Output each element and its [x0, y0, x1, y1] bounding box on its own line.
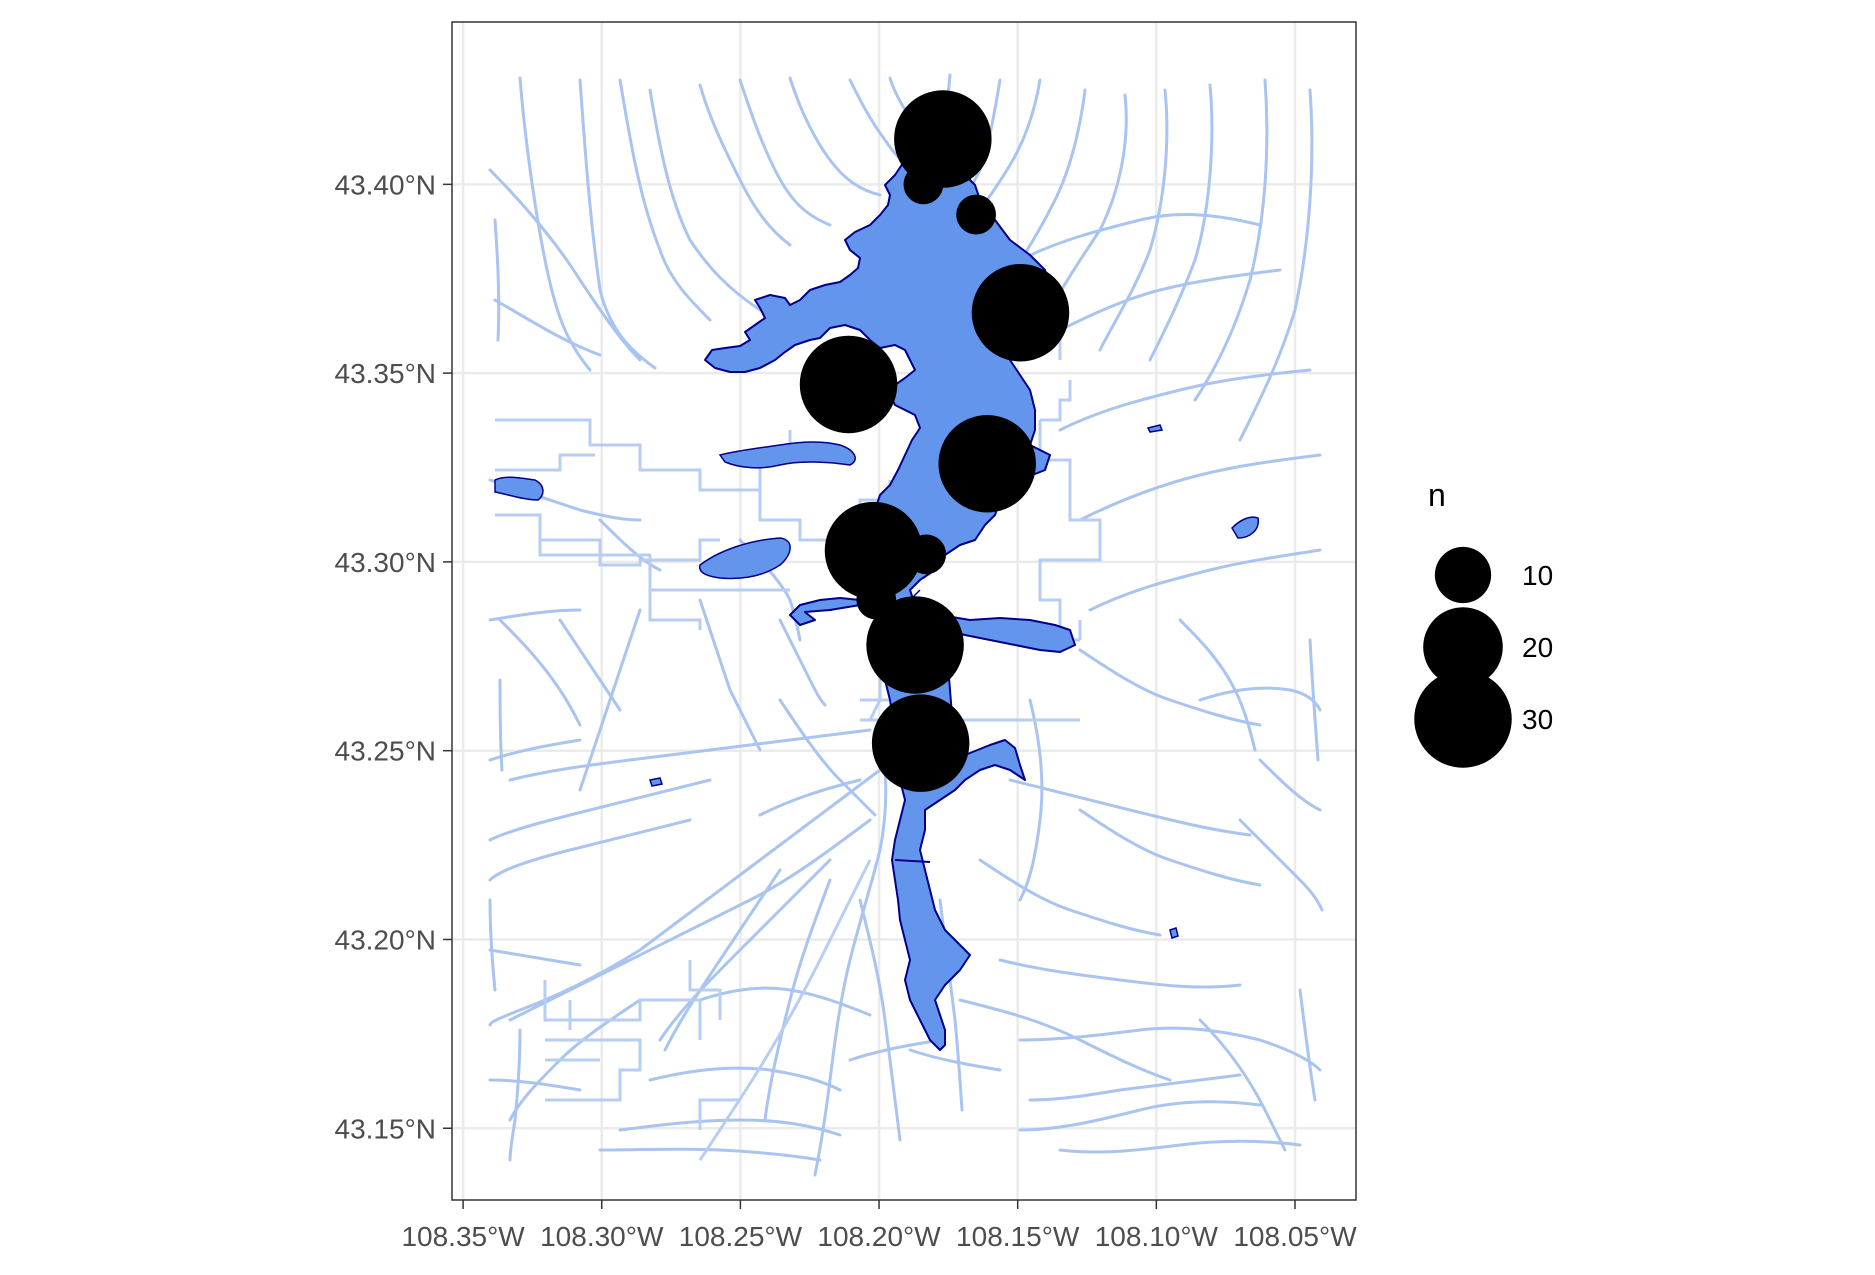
- legend-key-label: 10: [1522, 560, 1553, 591]
- x-tick-label: 108.20°W: [817, 1221, 941, 1252]
- axes: 108.35°W 108.30°W 108.25°W 108.20°W 108.15°W…: [335, 169, 1358, 1252]
- legend-key-circle: [1434, 546, 1492, 604]
- size-legend: n 10 20 30: [1414, 477, 1553, 768]
- x-tick-label: 108.10°W: [1095, 1221, 1219, 1252]
- legend-title: n: [1428, 477, 1446, 513]
- sample-point: [824, 501, 923, 600]
- sample-points: [799, 90, 1070, 792]
- legend-key-label: 30: [1522, 704, 1553, 735]
- x-tick-label: 108.05°W: [1233, 1221, 1357, 1252]
- legend-key-circle: [1414, 670, 1512, 768]
- x-tick-label: 108.25°W: [679, 1221, 803, 1252]
- sample-point: [871, 694, 970, 792]
- sample-point: [956, 194, 996, 235]
- boundary-layer: [495, 300, 1102, 1161]
- ponds-layer: [494, 424, 1259, 939]
- y-tick-label: 43.25°N: [335, 736, 437, 767]
- y-tick-label: 43.20°N: [335, 924, 437, 955]
- x-tick-label: 108.35°W: [401, 1221, 525, 1252]
- y-tick-label: 43.35°N: [335, 358, 437, 389]
- legend-key-label: 20: [1522, 632, 1553, 663]
- sample-point: [799, 335, 898, 434]
- sample-point: [971, 263, 1070, 362]
- sample-point: [866, 596, 964, 694]
- legend-key-circle: [1423, 607, 1503, 687]
- x-tick-label: 108.15°W: [956, 1221, 1080, 1252]
- reservoir-dam-line: [894, 859, 931, 863]
- sample-point: [938, 415, 1036, 513]
- panel-border: [451, 21, 1357, 1201]
- sample-point: [906, 534, 947, 575]
- sample-point: [903, 164, 944, 205]
- y-tick-label: 43.15°N: [335, 1113, 437, 1144]
- y-tick-label: 43.40°N: [335, 169, 437, 200]
- sample-point: [894, 90, 992, 188]
- x-tick-label: 108.30°W: [540, 1221, 664, 1252]
- streams-layer: [488, 73, 1324, 1177]
- y-tick-label: 43.30°N: [335, 547, 437, 578]
